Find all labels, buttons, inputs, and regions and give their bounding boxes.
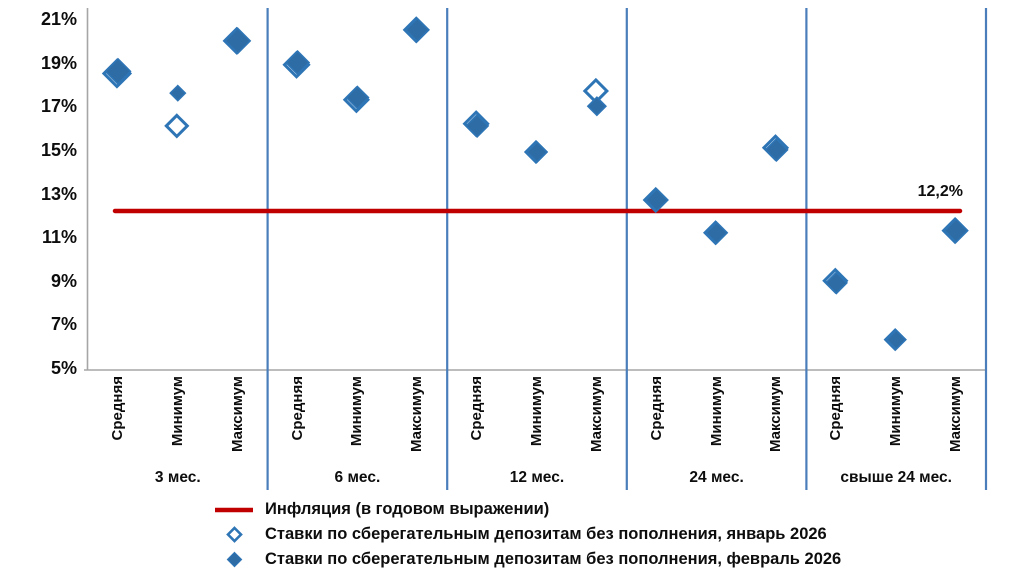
category-label: Максимум [767,376,785,453]
open-diamond-icon [212,526,256,543]
y-axis-tick-label: 17% [40,96,77,117]
category-label: Минимум [528,376,545,447]
legend-label-january: Ставки по сберегательным депозитам без п… [265,525,827,543]
data-point-filled-diamond [169,84,187,102]
category-label: Средняя [288,376,306,441]
group-label: 3 мес. [154,469,201,486]
y-axis-tick-label: 13% [40,183,77,204]
data-point-filled-diamond [644,187,669,213]
y-axis-tick-label: 19% [40,52,77,73]
data-point-filled-diamond [586,96,607,117]
data-point-filled-diamond [104,57,132,85]
data-point-open-diamond [164,113,190,139]
legend-item-january: Ставки по сберегательным депозитам без п… [212,522,841,547]
category-label: Минимум [168,376,186,447]
y-axis-tick-label: 11% [41,227,77,248]
legend-label-february: Ставки по сберегательным депозитам без п… [265,550,842,568]
category-label: Минимум [348,376,366,447]
legend-label-inflation: Инфляция (в годовом выражении) [265,500,550,518]
category-label: Максимум [587,376,605,453]
legend-item-inflation: Инфляция (в годовом выражении) [212,497,841,522]
inflation-line-icon [212,506,256,514]
data-point-filled-diamond [284,49,311,76]
data-point-filled-diamond [704,221,729,245]
data-point-filled-diamond [885,329,907,351]
group-label: 24 мес. [689,469,744,486]
group-label: 6 мес. [334,469,381,486]
category-label: Средняя [108,376,126,441]
category-label: Средняя [468,376,486,441]
data-point-filled-diamond [943,217,969,244]
y-axis-tick-label: 21% [40,9,77,29]
group-label: 12 мес. [509,469,565,486]
category-label: Минимум [707,376,725,447]
category-label: Средняя [827,376,845,441]
data-point-filled-diamond [224,27,252,55]
data-point-filled-diamond [465,113,490,139]
category-label: Максимум [408,376,426,453]
inflation-value-label: 12,2% [917,183,963,200]
category-label: Средняя [647,376,665,441]
legend: Инфляция (в годовом выражении) Ставки по… [212,497,841,572]
filled-diamond-icon [212,551,256,568]
data-point-filled-diamond [404,17,430,43]
category-label: Максимум [228,376,246,453]
y-axis-tick-label: 9% [50,270,77,291]
y-axis-tick-label: 15% [40,139,77,160]
y-axis-tick-label: 7% [50,314,77,335]
group-label: свыше 24 мес. [840,469,952,486]
data-point-filled-diamond [764,137,789,163]
data-point-filled-diamond [824,271,848,295]
y-axis-tick-label: 5% [50,358,77,378]
legend-item-february: Ставки по сберегательным депозитам без п… [212,547,841,572]
category-label: Минимум [887,376,905,447]
data-point-filled-diamond [345,85,370,110]
category-label: Максимум [947,376,965,453]
data-point-filled-diamond [525,140,549,164]
